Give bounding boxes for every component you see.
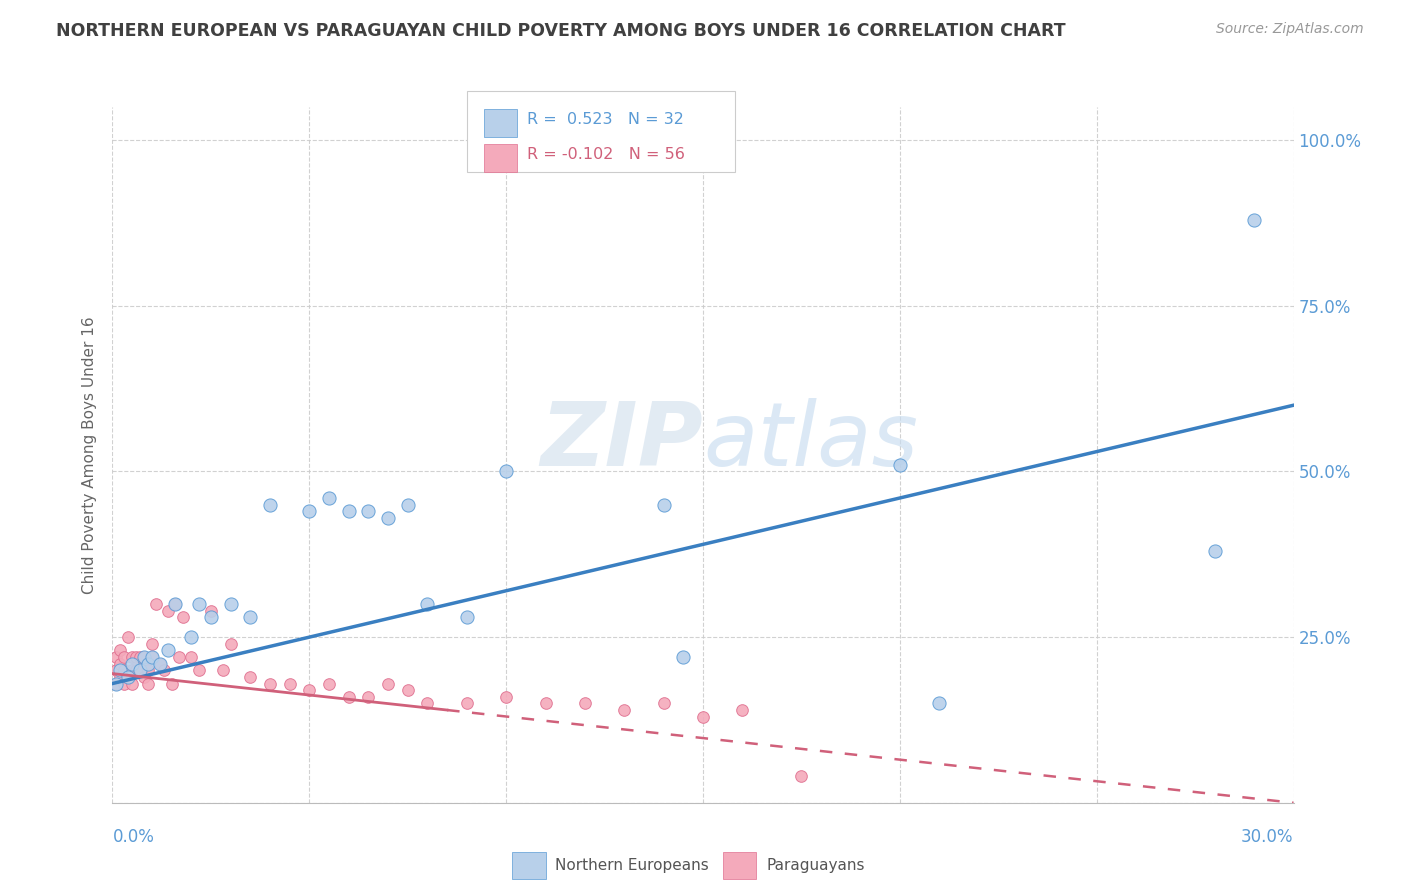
Point (110, 657, 132, 671)
Point (129, 663, 152, 677)
Point (613, 703, 636, 717)
Text: Paraguayans: Paraguayans (766, 858, 865, 872)
Point (200, 610, 222, 624)
Text: NORTHERN EUROPEAN VS PARAGUAYAN CHILD POVERTY AMONG BOYS UNDER 16 CORRELATION CH: NORTHERN EUROPEAN VS PARAGUAYAN CHILD PO… (56, 22, 1066, 40)
Point (169, 650, 191, 665)
Point (200, 604, 222, 618)
Point (132, 650, 155, 665)
Point (136, 663, 159, 677)
Text: atlas: atlas (703, 398, 918, 484)
Point (156, 643, 179, 657)
Point (156, 604, 179, 618)
Point (495, 465, 517, 479)
Point (141, 650, 163, 665)
Point (110, 670, 132, 684)
Point (117, 670, 139, 684)
Point (145, 597, 167, 611)
Point (416, 597, 439, 611)
Point (121, 663, 143, 677)
Point (211, 663, 233, 677)
Point (259, 498, 281, 512)
Point (125, 650, 148, 665)
Point (219, 637, 242, 651)
Point (574, 697, 596, 711)
Point (692, 709, 714, 723)
Point (105, 663, 128, 677)
Point (149, 657, 172, 671)
Point (121, 657, 143, 671)
Point (125, 663, 148, 677)
Y-axis label: Child Poverty Among Boys Under 16: Child Poverty Among Boys Under 16 (82, 316, 97, 594)
Point (188, 663, 211, 677)
Point (105, 650, 128, 665)
Point (149, 657, 172, 671)
Point (121, 650, 143, 665)
Point (129, 650, 152, 665)
Point (117, 630, 139, 644)
Point (731, 703, 754, 717)
Text: R = -0.102   N = 56: R = -0.102 N = 56 (527, 147, 685, 162)
Point (239, 670, 262, 684)
Point (219, 597, 242, 611)
Point (534, 697, 557, 711)
Point (318, 676, 340, 690)
Point (396, 683, 419, 698)
Text: Northern Europeans: Northern Europeans (555, 858, 709, 872)
Text: 0.0%: 0.0% (112, 828, 155, 846)
Point (416, 697, 439, 711)
Point (180, 650, 202, 665)
Point (298, 683, 321, 698)
Point (377, 511, 399, 525)
Point (112, 663, 135, 677)
Point (652, 498, 675, 512)
Point (117, 670, 139, 684)
Point (1243, 212, 1265, 227)
Point (672, 650, 695, 665)
Point (239, 610, 262, 624)
Point (105, 676, 128, 690)
Point (165, 597, 187, 611)
Point (110, 663, 132, 677)
Point (132, 670, 155, 684)
Point (160, 676, 183, 690)
Point (928, 697, 950, 711)
Point (495, 690, 517, 704)
Point (318, 491, 340, 505)
Point (889, 458, 911, 472)
Point (165, 597, 187, 611)
Point (1204, 544, 1226, 558)
Point (121, 676, 143, 690)
Point (337, 690, 360, 704)
Text: Source: ZipAtlas.com: Source: ZipAtlas.com (1216, 22, 1364, 37)
Point (152, 663, 174, 677)
Point (132, 650, 155, 665)
Point (357, 690, 380, 704)
Point (172, 610, 194, 624)
Point (357, 504, 380, 518)
Point (180, 630, 202, 644)
Point (141, 650, 163, 665)
Point (188, 597, 211, 611)
Point (652, 697, 675, 711)
Point (136, 676, 159, 690)
Point (396, 498, 419, 512)
Point (110, 643, 132, 657)
Point (790, 769, 813, 783)
Text: ZIP: ZIP (540, 398, 703, 484)
Point (129, 663, 152, 677)
Point (259, 676, 281, 690)
Point (141, 637, 163, 651)
Point (337, 504, 360, 518)
Point (112, 650, 135, 665)
Point (112, 676, 135, 690)
Point (105, 676, 128, 690)
Text: 30.0%: 30.0% (1241, 828, 1294, 846)
Point (377, 676, 399, 690)
Point (136, 657, 159, 671)
Point (278, 676, 301, 690)
Point (298, 504, 321, 518)
Point (456, 610, 478, 624)
Text: R =  0.523   N = 32: R = 0.523 N = 32 (527, 112, 685, 128)
Point (456, 697, 478, 711)
